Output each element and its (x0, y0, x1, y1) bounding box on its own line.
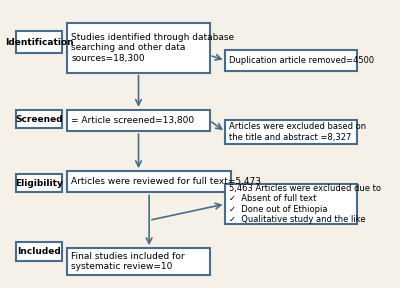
FancyBboxPatch shape (68, 171, 231, 192)
FancyBboxPatch shape (68, 110, 210, 131)
Text: Eligibility: Eligibility (15, 179, 63, 188)
FancyBboxPatch shape (16, 31, 62, 53)
FancyBboxPatch shape (226, 184, 357, 224)
FancyBboxPatch shape (226, 50, 357, 71)
FancyBboxPatch shape (226, 120, 357, 144)
Text: Screened: Screened (15, 115, 63, 124)
Text: Articles were reviewed for full text=5,473: Articles were reviewed for full text=5,4… (71, 177, 261, 186)
FancyBboxPatch shape (16, 174, 62, 192)
Text: 5,463 Articles were excluded due to
✓  Absent of full text
✓  Done out of Ethiop: 5,463 Articles were excluded due to ✓ Ab… (229, 184, 381, 224)
FancyBboxPatch shape (68, 248, 210, 275)
FancyBboxPatch shape (16, 110, 62, 128)
FancyBboxPatch shape (68, 23, 210, 73)
Text: Final studies included for
systematic review=10: Final studies included for systematic re… (71, 252, 185, 271)
Text: Identification: Identification (5, 37, 73, 47)
Text: Articles were excluded based on
the title and abstract =8,327: Articles were excluded based on the titl… (229, 122, 366, 142)
Text: Studies identified through database
searching and other data
sources=18,300: Studies identified through database sear… (71, 33, 234, 62)
Text: = Article screened=13,800: = Article screened=13,800 (71, 116, 194, 125)
Text: Included: Included (17, 247, 61, 256)
FancyBboxPatch shape (16, 242, 62, 261)
Text: Duplication article removed=4500: Duplication article removed=4500 (229, 56, 374, 65)
